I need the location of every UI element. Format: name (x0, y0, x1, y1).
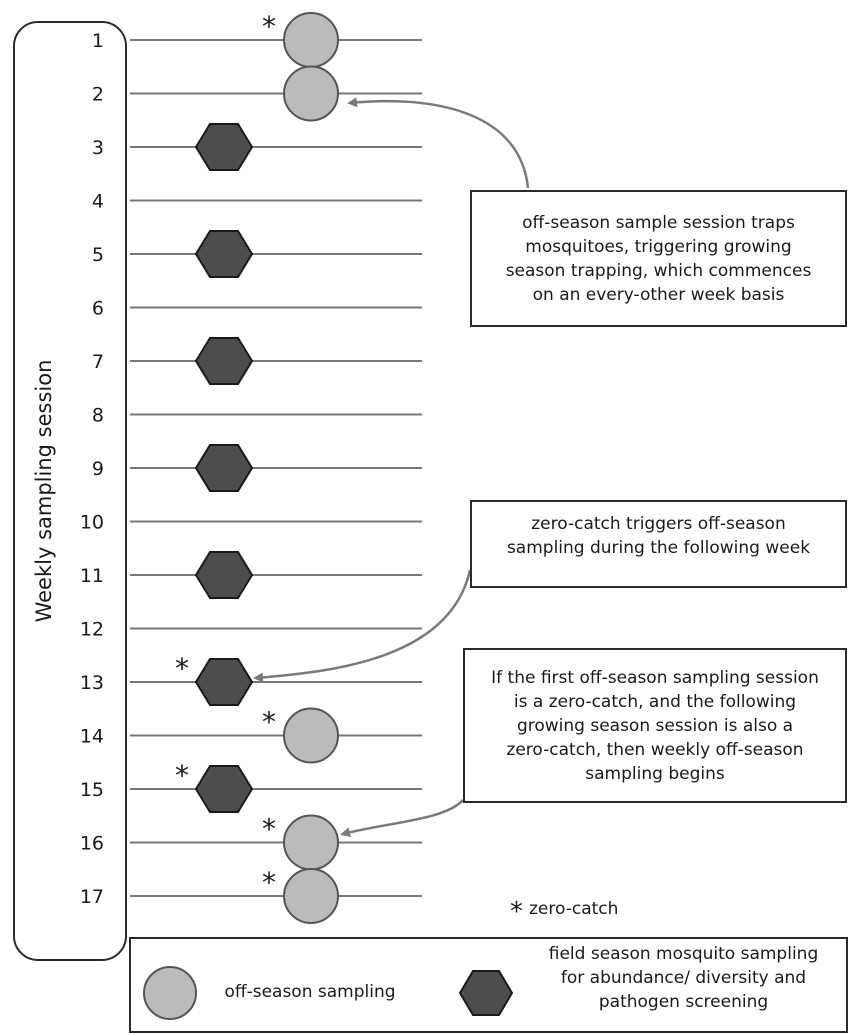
session-label: 15 (80, 779, 104, 801)
asterisk-icon: * (510, 897, 523, 927)
callout-line: If the first off-season sampling session (491, 667, 819, 688)
legend-field-season-label: field season mosquito sampling for abund… (520, 942, 847, 1014)
legend-line: pathogen screening (598, 992, 769, 1012)
callout-line: growing season session is also a (516, 715, 794, 736)
arrow-callout-1 (347, 97, 530, 189)
callout-zero-catch: zero-catch triggers off-season sampling … (470, 500, 847, 588)
session-label: 14 (80, 726, 104, 748)
callout-line: sampling during the following week (506, 538, 811, 558)
field-season-marker (194, 658, 254, 706)
zero-catch-asterisk: * (262, 813, 276, 846)
session-label: 2 (92, 84, 104, 106)
session-label: 7 (92, 351, 104, 373)
zero-catch-asterisk: * (175, 652, 189, 685)
zero-catch-asterisk: * (175, 759, 189, 792)
session-label: 6 (92, 298, 104, 320)
off-season-marker (283, 12, 339, 68)
callout-line: off-season sample session traps (522, 212, 795, 233)
legend-line: for abundance/ diversity and (560, 968, 807, 988)
session-label: 11 (80, 565, 104, 587)
off-season-marker (283, 65, 339, 122)
zero-catch-asterisk: * (262, 706, 276, 739)
callout-line: sampling begins (585, 763, 725, 784)
zero-catch-label: zero-catch (529, 899, 619, 919)
session-label: 8 (92, 405, 104, 427)
field-season-marker (194, 337, 254, 385)
field-season-marker (194, 444, 254, 492)
off-season-marker (283, 868, 339, 924)
field-season-marker (194, 230, 254, 278)
zero-catch-asterisk: * (262, 10, 276, 43)
field-season-marker (194, 551, 254, 599)
callout-off-season-trigger: off-season sample session traps mosquito… (470, 190, 847, 327)
session-bracket (13, 21, 127, 961)
legend-box (129, 937, 848, 1033)
legend-off-season-label: off-season sampling (224, 982, 396, 1002)
session-label: 13 (80, 672, 104, 694)
session-label: 4 (92, 191, 104, 213)
off-season-marker (283, 707, 339, 764)
session-label: 16 (80, 833, 104, 855)
session-label: 9 (92, 458, 104, 480)
arrow-callout-3 (340, 799, 464, 838)
callout-line: on an every-other week basis (532, 284, 785, 305)
session-label: 12 (80, 619, 104, 641)
callout-line: season trapping, which commences (505, 260, 812, 281)
callout-line: zero-catch, then weekly off-season (506, 739, 804, 760)
callout-line: zero-catch triggers off-season (531, 514, 786, 534)
off-season-marker (283, 814, 339, 871)
session-label: 5 (92, 244, 104, 266)
legend-circle-icon (143, 966, 197, 1020)
session-label: 10 (80, 512, 104, 534)
session-label: 17 (80, 886, 104, 908)
callout-weekly-off-season: If the first off-season sampling session… (463, 648, 847, 803)
session-label: 1 (92, 30, 104, 52)
field-season-marker (194, 123, 254, 171)
zero-catch-key: * zero-catch (510, 897, 619, 927)
session-label: 3 (92, 137, 104, 159)
legend-hexagon-icon (458, 970, 514, 1016)
callout-line: is a zero-catch, and the following (513, 691, 797, 712)
legend-line: field season mosquito sampling (548, 944, 819, 964)
arrow-callout-2 (253, 569, 472, 683)
callout-line: mosquitoes, triggering growing (525, 236, 792, 257)
field-season-marker (194, 765, 254, 813)
zero-catch-asterisk: * (262, 866, 276, 899)
